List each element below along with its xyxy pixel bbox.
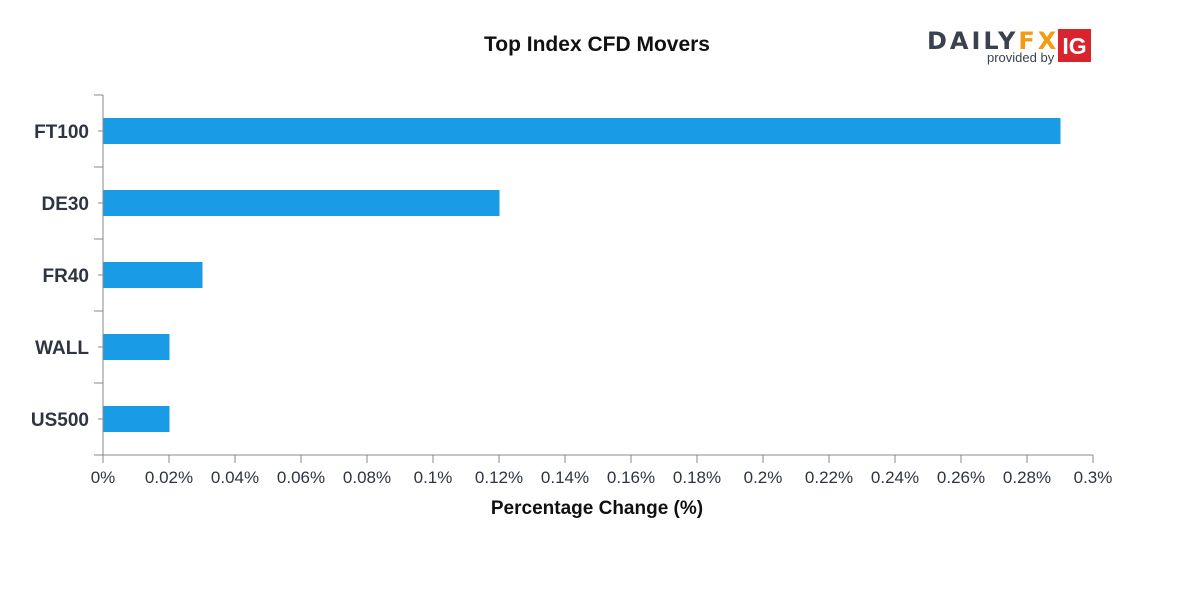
brand-provided-by: provided by	[987, 50, 1055, 65]
ig-logo-box	[1058, 29, 1091, 62]
bar-ft100	[103, 118, 1061, 144]
plot-area: FT100 DE30 FR40 WALL US500 0% 0.02% 0.04% 0.06% 0…	[31, 94, 1113, 487]
x-tick-label: 0.02%	[145, 468, 193, 487]
category-label-us500: US500	[31, 410, 89, 431]
x-tick-label: 0.04%	[211, 468, 259, 487]
x-tick-label: 0.3%	[1074, 468, 1113, 487]
brand-logo: DAILYFX provided by IG	[927, 27, 1091, 65]
x-tick-label: 0.1%	[414, 468, 453, 487]
x-tick-label: 0.16%	[607, 468, 655, 487]
brand-daily-word: DAILY	[927, 27, 1018, 55]
brand-daily-text: DAILYFX	[927, 27, 1059, 55]
category-label-ft100: FT100	[34, 122, 89, 143]
x-tick-label: 0.28%	[1003, 468, 1051, 487]
x-tick-label: 0.18%	[673, 468, 721, 487]
bar-de30	[103, 190, 500, 216]
bar-fr40	[103, 262, 203, 288]
x-axis-title: Percentage Change (%)	[491, 498, 703, 519]
x-tick-label: 0.26%	[937, 468, 985, 487]
brand-fx-word: FX	[1018, 27, 1059, 55]
ig-logo-text: IG	[1062, 33, 1086, 59]
category-label-fr40: FR40	[43, 266, 89, 287]
category-label-wall: WALL	[35, 338, 89, 359]
chart-title: Top Index CFD Movers	[484, 33, 710, 56]
x-tick-label: 0.14%	[541, 468, 589, 487]
x-tick-label: 0.08%	[343, 468, 391, 487]
bar-us500	[103, 406, 170, 432]
x-tick-label: 0%	[91, 468, 116, 487]
category-label-de30: DE30	[41, 194, 89, 215]
x-tick-label: 0.2%	[744, 468, 783, 487]
x-tick-label: 0.24%	[871, 468, 919, 487]
bar-wall	[103, 334, 170, 360]
x-tick-label: 0.22%	[805, 468, 853, 487]
x-tick-label: 0.12%	[475, 468, 523, 487]
x-tick-label: 0.06%	[277, 468, 325, 487]
